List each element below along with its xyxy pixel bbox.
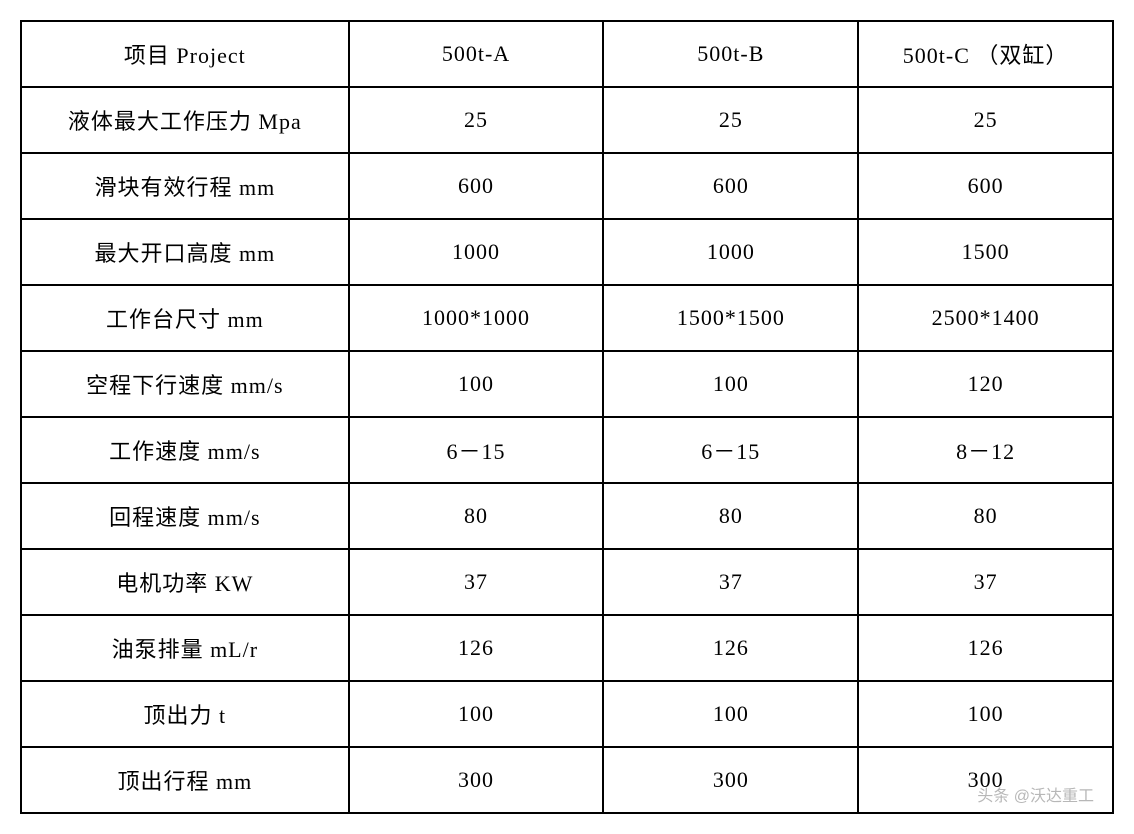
row-label: 液体最大工作压力 Mpa bbox=[21, 87, 349, 153]
table-row: 空程下行速度 mm/s 100 100 120 bbox=[21, 351, 1113, 417]
row-value: 120 bbox=[858, 351, 1113, 417]
row-value: 600 bbox=[858, 153, 1113, 219]
table-header-row: 项目 Project 500t-A 500t-B 500t-C （双缸） bbox=[21, 21, 1113, 87]
row-value: 126 bbox=[349, 615, 604, 681]
row-value: 25 bbox=[603, 87, 858, 153]
row-value: 25 bbox=[858, 87, 1113, 153]
row-value: 600 bbox=[349, 153, 604, 219]
row-value: 300 bbox=[349, 747, 604, 813]
row-value: 1500 bbox=[858, 219, 1113, 285]
table-row: 回程速度 mm/s 80 80 80 bbox=[21, 483, 1113, 549]
table-row: 顶出行程 mm 300 300 300 bbox=[21, 747, 1113, 813]
row-label: 顶出力 t bbox=[21, 681, 349, 747]
row-value: 25 bbox=[349, 87, 604, 153]
row-value: 100 bbox=[858, 681, 1113, 747]
row-value: 37 bbox=[349, 549, 604, 615]
header-project: 项目 Project bbox=[21, 21, 349, 87]
row-value: 100 bbox=[603, 681, 858, 747]
row-value: 1000*1000 bbox=[349, 285, 604, 351]
row-value: 126 bbox=[603, 615, 858, 681]
row-value: 8－12 bbox=[858, 417, 1113, 483]
header-model-a: 500t-A bbox=[349, 21, 604, 87]
header-model-c: 500t-C （双缸） bbox=[858, 21, 1113, 87]
row-label: 滑块有效行程 mm bbox=[21, 153, 349, 219]
row-value: 100 bbox=[349, 351, 604, 417]
row-label: 顶出行程 mm bbox=[21, 747, 349, 813]
row-label: 电机功率 KW bbox=[21, 549, 349, 615]
row-value: 300 bbox=[603, 747, 858, 813]
row-label: 工作台尺寸 mm bbox=[21, 285, 349, 351]
row-label: 工作速度 mm/s bbox=[21, 417, 349, 483]
row-value: 6－15 bbox=[603, 417, 858, 483]
row-value: 300 bbox=[858, 747, 1113, 813]
row-label: 油泵排量 mL/r bbox=[21, 615, 349, 681]
row-value: 1000 bbox=[603, 219, 858, 285]
row-value: 1000 bbox=[349, 219, 604, 285]
table-row: 工作台尺寸 mm 1000*1000 1500*1500 2500*1400 bbox=[21, 285, 1113, 351]
table-row: 液体最大工作压力 Mpa 25 25 25 bbox=[21, 87, 1113, 153]
spec-table: 项目 Project 500t-A 500t-B 500t-C （双缸） 液体最… bbox=[20, 20, 1114, 814]
row-value: 126 bbox=[858, 615, 1113, 681]
row-value: 80 bbox=[603, 483, 858, 549]
row-value: 6－15 bbox=[349, 417, 604, 483]
row-value: 2500*1400 bbox=[858, 285, 1113, 351]
table-row: 最大开口高度 mm 1000 1000 1500 bbox=[21, 219, 1113, 285]
row-label: 回程速度 mm/s bbox=[21, 483, 349, 549]
row-value: 100 bbox=[603, 351, 858, 417]
table-row: 油泵排量 mL/r 126 126 126 bbox=[21, 615, 1113, 681]
table-row: 顶出力 t 100 100 100 bbox=[21, 681, 1113, 747]
row-value: 80 bbox=[349, 483, 604, 549]
row-value: 600 bbox=[603, 153, 858, 219]
row-value: 37 bbox=[603, 549, 858, 615]
row-value: 37 bbox=[858, 549, 1113, 615]
row-value: 80 bbox=[858, 483, 1113, 549]
row-value: 100 bbox=[349, 681, 604, 747]
row-label: 最大开口高度 mm bbox=[21, 219, 349, 285]
row-label: 空程下行速度 mm/s bbox=[21, 351, 349, 417]
table-row: 电机功率 KW 37 37 37 bbox=[21, 549, 1113, 615]
header-model-b: 500t-B bbox=[603, 21, 858, 87]
row-value: 1500*1500 bbox=[603, 285, 858, 351]
table-row: 工作速度 mm/s 6－15 6－15 8－12 bbox=[21, 417, 1113, 483]
table-row: 滑块有效行程 mm 600 600 600 bbox=[21, 153, 1113, 219]
